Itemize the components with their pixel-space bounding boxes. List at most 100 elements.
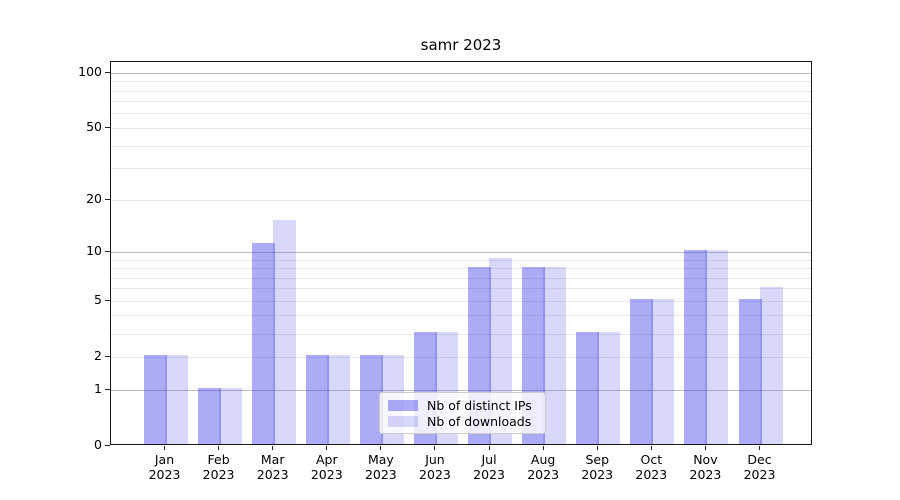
x-tick-year: 2023 [473, 467, 505, 482]
x-tick-month: Aug [530, 452, 556, 467]
x-tick-label: Jun 2023 [404, 452, 466, 482]
x-tick-label: Feb 2023 [188, 452, 250, 482]
bar-distinct-ips [251, 243, 275, 444]
y-tick-label: 2 [94, 348, 102, 364]
x-tick-month: Oct [640, 452, 663, 467]
x-tick-label: Jan 2023 [134, 452, 196, 482]
y-tick-mark [105, 126, 110, 128]
x-tick-month: Mar [260, 452, 285, 467]
y-tick-label: 10 [86, 243, 102, 259]
bar-downloads [218, 388, 242, 444]
x-tick-mark [488, 446, 490, 450]
x-tick-mark [434, 446, 436, 450]
minor-gridline [111, 356, 811, 358]
minor-gridline [111, 81, 811, 83]
minor-gridline [111, 113, 811, 115]
major-gridline [111, 389, 811, 391]
bar-downloads [759, 286, 783, 444]
minor-gridline [111, 277, 811, 279]
y-tick-label: 1 [94, 381, 102, 396]
bar-downloads [164, 355, 188, 444]
x-tick-mark [704, 446, 706, 450]
y-tick-mark [105, 388, 110, 390]
x-tick-mark [380, 446, 382, 450]
legend-label-downloads: Nb of downloads [427, 414, 532, 429]
y-tick-label: 5 [94, 292, 102, 308]
x-tick-mark [218, 446, 220, 450]
minor-gridline [111, 101, 811, 103]
x-tick-mark [759, 446, 760, 450]
x-tick-label: Oct 2023 [620, 452, 682, 482]
minor-gridline [111, 333, 811, 335]
minor-gridline [111, 315, 811, 317]
x-tick-month: Nov [693, 452, 718, 467]
minor-gridline [111, 288, 811, 290]
x-tick-label: May 2023 [350, 452, 412, 482]
x-tick-year: 2023 [581, 467, 614, 482]
chart-title: samr 2023 [420, 36, 502, 54]
y-tick-mark [105, 71, 110, 73]
bar-downloads [543, 266, 567, 444]
x-tick-year: 2023 [689, 467, 722, 482]
x-tick-mark [272, 446, 274, 450]
y-tick-label: 100 [78, 64, 102, 80]
y-tick-mark [105, 444, 110, 446]
bar-distinct-ips [630, 299, 654, 444]
bar-distinct-ips [197, 388, 221, 444]
y-tick-mark [105, 355, 110, 357]
y-tick-mark [105, 299, 110, 301]
x-tick-year: 2023 [419, 467, 451, 482]
x-tick-mark [650, 446, 652, 450]
major-gridline [111, 72, 811, 74]
bar-distinct-ips [684, 250, 708, 444]
legend-row-distinct-ips: Nb of distinct IPs [388, 398, 537, 413]
x-tick-label: Mar 2023 [242, 452, 304, 482]
minor-gridline [111, 259, 811, 261]
minor-gridline [111, 168, 811, 170]
bar-downloads [597, 332, 621, 444]
x-tick-month: Apr [315, 452, 338, 467]
minor-gridline [111, 300, 811, 302]
x-tick-label: Nov 2023 [674, 452, 736, 482]
x-tick-mark [164, 446, 165, 450]
x-tick-year: 2023 [527, 467, 560, 482]
x-tick-month: Sep [585, 452, 609, 467]
x-tick-label: Sep 2023 [566, 452, 628, 482]
minor-gridline [111, 90, 811, 92]
x-tick-label: Aug 2023 [512, 452, 574, 482]
x-tick-year: 2023 [310, 467, 343, 482]
plot-area [110, 61, 812, 445]
bar-distinct-ips [143, 355, 167, 444]
x-tick-year: 2023 [743, 467, 776, 482]
y-tick-label: 20 [86, 191, 102, 207]
bar-downloads [326, 355, 350, 444]
x-tick-month: Feb [207, 452, 230, 467]
y-tick-mark [105, 250, 110, 252]
legend-swatch-downloads [388, 416, 418, 427]
x-tick-year: 2023 [635, 467, 668, 482]
x-tick-mark [542, 446, 544, 450]
x-tick-year: 2023 [256, 467, 289, 482]
x-tick-month: Dec [747, 452, 772, 467]
legend-row-downloads: Nb of downloads [388, 414, 537, 429]
bar-distinct-ips [359, 355, 383, 444]
major-gridline [111, 251, 811, 253]
bar-distinct-ips [576, 332, 600, 444]
legend: Nb of distinct IPs Nb of downloads [379, 392, 546, 434]
x-tick-mark [596, 446, 598, 450]
minor-gridline [111, 199, 811, 201]
bar-downloads [272, 220, 296, 444]
bar-downloads [651, 299, 675, 444]
x-tick-mark [326, 446, 328, 450]
legend-swatch-distinct-ips [388, 400, 418, 411]
bar-downloads [705, 250, 729, 444]
x-tick-label: Dec 2023 [729, 452, 791, 482]
legend-label-distinct-ips: Nb of distinct IPs [427, 398, 532, 413]
minor-gridline [111, 127, 811, 129]
x-tick-label: Jul 2023 [458, 452, 520, 482]
x-tick-month: Jul [481, 452, 497, 467]
bar-distinct-ips [738, 299, 762, 444]
bar-distinct-ips [305, 355, 329, 444]
x-tick-month: Jun [425, 452, 445, 467]
y-tick-label: 0 [94, 437, 102, 452]
